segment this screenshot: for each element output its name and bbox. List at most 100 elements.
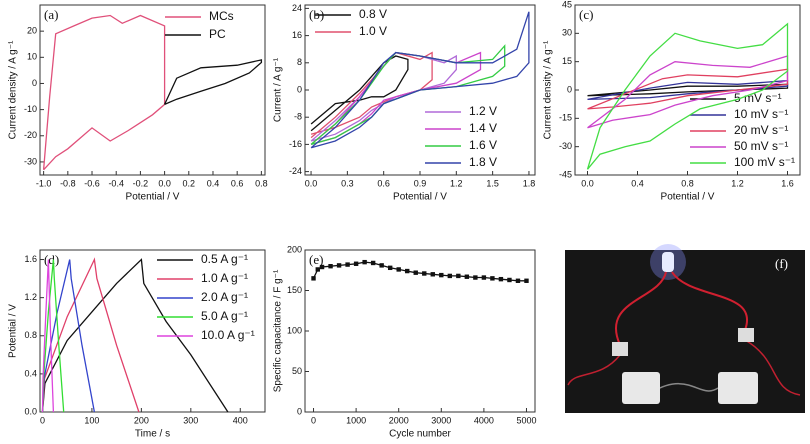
- legend-label: 10.0 A g⁻¹: [201, 328, 255, 342]
- x-tick-label: 0: [311, 415, 316, 425]
- marker: [498, 276, 504, 282]
- legend-label: 0.8 V: [359, 7, 387, 21]
- wire: [651, 382, 719, 393]
- y-tick-label: 1.6: [24, 254, 37, 264]
- x-tick-label: -0.4: [108, 178, 124, 188]
- series-line: [586, 22, 789, 170]
- marker: [319, 264, 325, 270]
- series-line: [42, 14, 166, 171]
- led: [662, 252, 674, 272]
- y-tick-label: 30: [562, 28, 572, 38]
- x-tick-label: -0.8: [60, 178, 76, 188]
- marker: [430, 272, 435, 277]
- x-tick-label: 0: [40, 415, 45, 425]
- y-axis-label: Current / A g⁻¹: [273, 57, 284, 122]
- x-tick-label: 0.2: [183, 178, 196, 188]
- y-axis-label: Current density / A g⁻¹: [8, 40, 19, 139]
- y-tick-label: 16: [292, 30, 302, 40]
- marker: [362, 259, 367, 265]
- clip: [738, 328, 754, 342]
- y-tick-label: 8: [297, 57, 302, 67]
- photo: (f): [565, 244, 805, 413]
- marker: [405, 268, 410, 274]
- legend-label: 2.0 A g⁻¹: [201, 290, 248, 304]
- legend-label: 10 mV s⁻¹: [734, 107, 788, 121]
- x-tick-label: 200: [134, 415, 149, 425]
- legend-label: 20 mV s⁻¹: [734, 123, 788, 137]
- marker: [507, 277, 512, 283]
- legend-label: 1.2 V: [469, 104, 497, 118]
- marker: [439, 272, 444, 278]
- marker: [515, 278, 521, 283]
- wire: [567, 339, 801, 396]
- legend-label: 5 mV s⁻¹: [734, 91, 782, 105]
- x-tick-label: 4000: [474, 415, 494, 425]
- marker: [396, 267, 401, 272]
- y-axis-label: Potential / V: [8, 304, 19, 358]
- y-tick-label: 150: [287, 285, 302, 295]
- y-tick-label: 15: [562, 56, 572, 66]
- y-tick-label: -8: [294, 112, 302, 122]
- x-tick-label: 3000: [431, 415, 451, 425]
- x-axis-label: Time / s: [135, 429, 170, 440]
- y-tick-label: 200: [287, 244, 302, 254]
- y-tick-label: -16: [289, 139, 302, 149]
- photo-background: [565, 250, 805, 413]
- legend-label: 1.0 A g⁻¹: [201, 271, 248, 285]
- marker: [336, 263, 342, 268]
- x-axis-label: Potential / V: [126, 192, 180, 203]
- x-tick-label: 0.8: [255, 178, 268, 188]
- legend-label: PC: [209, 27, 226, 41]
- marker: [353, 261, 359, 266]
- y-tick-label: -15: [559, 113, 572, 123]
- legend-label: 50 mV s⁻¹: [734, 139, 788, 153]
- legend-label: 1.0 V: [359, 24, 387, 38]
- marker: [413, 270, 418, 275]
- x-axis-label: Cycle number: [389, 429, 451, 440]
- marker: [481, 275, 487, 280]
- x-tick-label: 0.0: [581, 178, 594, 188]
- panel-label: (c): [579, 7, 593, 22]
- x-tick-label: 1.2: [731, 178, 744, 188]
- marker: [447, 273, 453, 279]
- x-tick-label: 0.6: [231, 178, 244, 188]
- x-axis-label: Potential / V: [661, 192, 715, 203]
- y-tick-label: 10: [27, 52, 37, 62]
- marker: [524, 278, 529, 283]
- x-tick-label: 0.8: [681, 178, 694, 188]
- x-tick-label: 0.4: [207, 178, 220, 188]
- legend-label: MCs: [209, 9, 234, 23]
- marker: [464, 274, 470, 279]
- y-tick-label: 0: [297, 406, 302, 416]
- panel-label: (a): [44, 7, 58, 22]
- y-tick-label: 0: [567, 84, 572, 94]
- x-tick-label: -0.6: [84, 178, 100, 188]
- marker: [328, 264, 333, 269]
- plot-frame: [39, 4, 266, 176]
- legend-label: 0.5 A g⁻¹: [201, 252, 248, 266]
- marker: [345, 262, 350, 267]
- y-axis-label: Specific capacitance / F g⁻¹: [273, 269, 284, 392]
- x-tick-label: -1.0: [36, 178, 52, 188]
- x-tick-label: 5000: [516, 415, 536, 425]
- y-tick-label: 20: [27, 26, 37, 36]
- y-tick-label: -10: [24, 104, 37, 114]
- legend-label: 100 mV s⁻¹: [734, 155, 795, 169]
- panel-label: (f): [775, 256, 788, 271]
- x-tick-label: 100: [84, 415, 99, 425]
- x-tick-label: 0.4: [631, 178, 644, 188]
- x-tick-label: -0.2: [133, 178, 149, 188]
- panel-label: (d): [44, 252, 59, 267]
- x-tick-label: 0.0: [305, 178, 318, 188]
- series-line: [310, 51, 433, 139]
- y-tick-label: -30: [559, 141, 572, 151]
- y-tick-label: -24: [289, 166, 302, 176]
- marker: [456, 273, 461, 279]
- x-tick-label: 400: [233, 415, 248, 425]
- marker: [315, 267, 320, 272]
- x-tick-label: 1.8: [523, 178, 536, 188]
- y-tick-label: -30: [24, 156, 37, 166]
- x-tick-label: 2000: [389, 415, 409, 425]
- cell: [622, 372, 660, 404]
